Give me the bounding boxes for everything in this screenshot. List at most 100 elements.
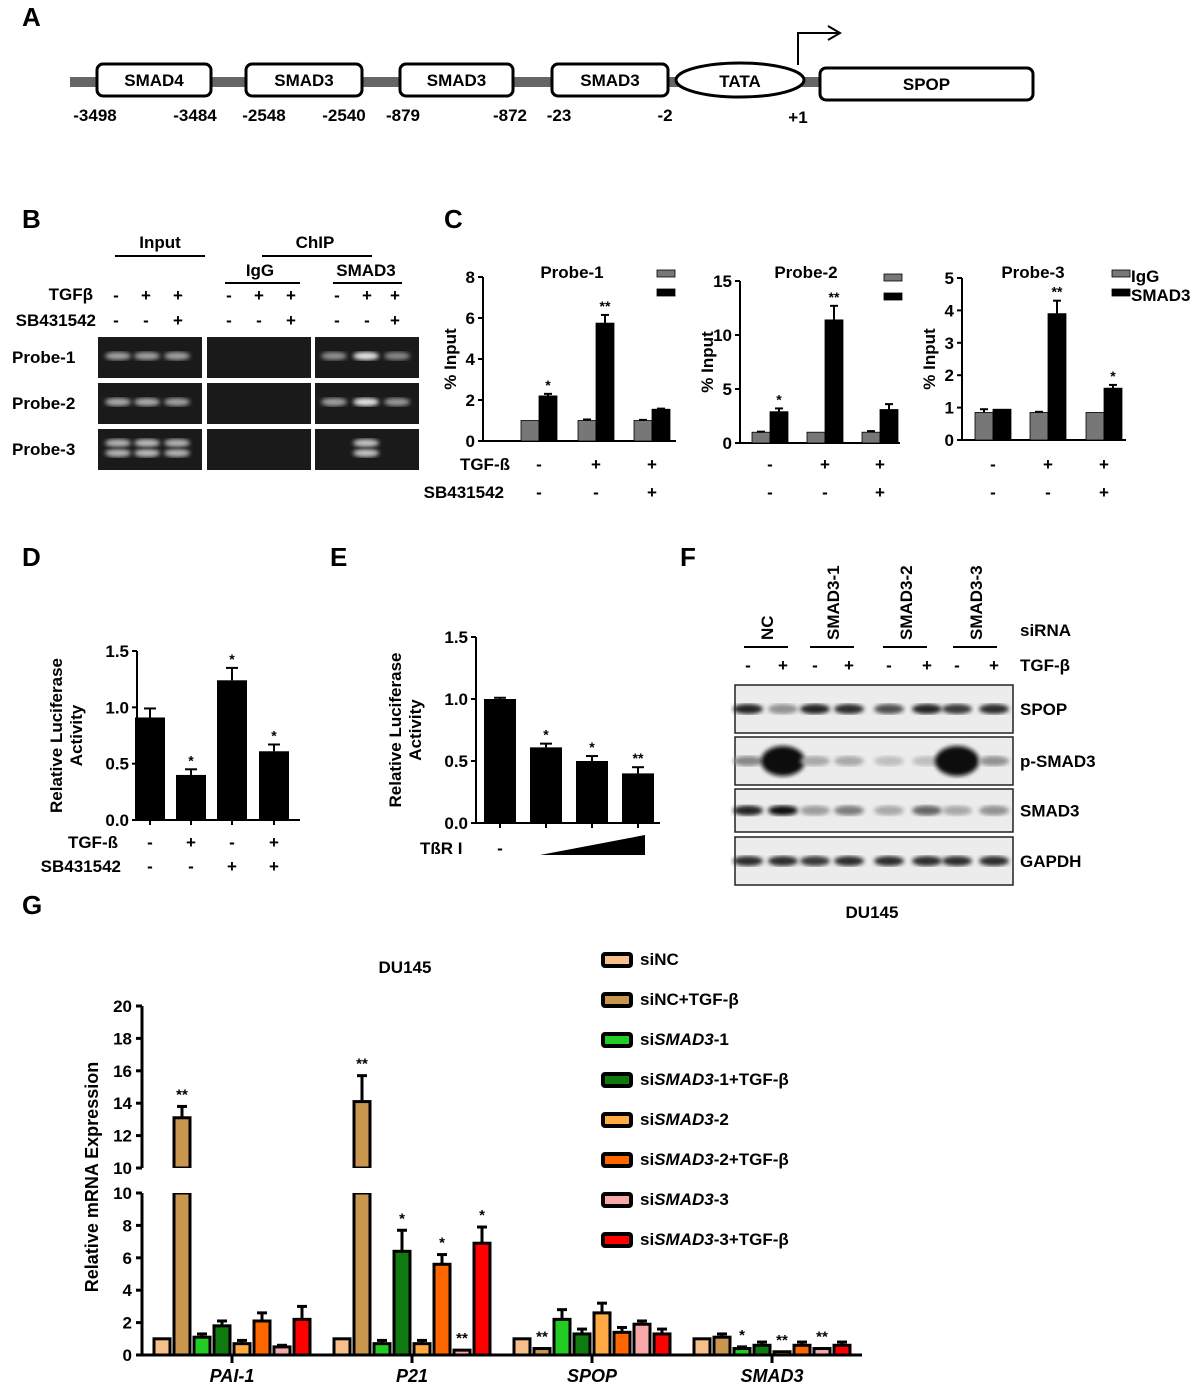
bar-smad3 <box>1047 313 1067 441</box>
blot-band <box>733 805 763 816</box>
y-tick-label: 4 <box>466 350 476 369</box>
y-tick-label: 5 <box>945 269 954 288</box>
bar <box>192 1335 212 1357</box>
blot-band <box>768 856 798 866</box>
blot-row-label: p-SMAD3 <box>1020 752 1096 771</box>
gel-band <box>134 439 160 447</box>
y-tick-label: 2 <box>123 1314 132 1333</box>
condition-sign: - <box>767 455 773 474</box>
gel-band <box>105 449 131 457</box>
blot-band <box>800 704 830 714</box>
legend-suffix: -2+TGF-β <box>714 1150 789 1169</box>
bar <box>212 1324 232 1357</box>
y-tick-label: 1.5 <box>105 642 129 661</box>
legend-prefix: si <box>640 1230 654 1249</box>
tgfb-sign: - <box>812 656 818 675</box>
tgfb-label: TGF-β <box>1020 656 1070 675</box>
axis-break-gap <box>352 1168 372 1193</box>
panel-label-f: F <box>680 542 696 572</box>
legend-swatch <box>601 1152 633 1168</box>
blot-row-label: SMAD3 <box>1020 802 1080 821</box>
condition-sign: - <box>229 833 235 852</box>
legend-label: siSMAD3-3+TGF-β <box>640 1230 789 1249</box>
condition-sign: + <box>1099 483 1109 502</box>
bar <box>259 751 289 820</box>
cell-line-label: DU145 <box>846 903 899 922</box>
chart-title: DU145 <box>379 958 432 977</box>
tata-box <box>674 61 806 99</box>
legend-gene: NC <box>654 950 679 969</box>
tgfb-row-label: TGF-ß <box>460 455 510 474</box>
bar <box>712 1335 732 1357</box>
sirna-group-label: SMAD3-1 <box>824 565 843 640</box>
gel-band <box>353 449 379 457</box>
gel-band <box>134 449 160 457</box>
position-label: -23 <box>547 106 572 125</box>
tgfb-row-label: TGFβ <box>49 285 93 304</box>
bar-upper-segment <box>352 1100 372 1170</box>
legend-prefix: si <box>640 950 654 969</box>
bar-igg <box>577 420 597 442</box>
gel-band <box>105 439 131 447</box>
chart-panel-e: 0.0 0.5 1.0 1.5 Relative Luciferase Activity *… <box>386 628 660 858</box>
condition-sign: + <box>269 857 279 876</box>
legend-label: siSMAD3-2+TGF-β <box>640 1150 789 1169</box>
legend-swatch <box>601 992 633 1008</box>
bar <box>692 1337 712 1357</box>
blot-band <box>733 704 763 714</box>
sb431542-row-label: SB431542 <box>424 483 504 502</box>
tgfb-sign: + <box>141 286 151 305</box>
y-tick-label: 5 <box>723 380 732 399</box>
y-tick-label: 0 <box>945 431 954 450</box>
y-tick-label: 15 <box>713 272 732 291</box>
bar <box>576 761 608 823</box>
significance-marker: ** <box>456 1330 468 1347</box>
element-smad3-box <box>550 62 670 98</box>
y-tick-label: 0.5 <box>105 755 129 774</box>
condition-sign: - <box>147 833 153 852</box>
condition-sign: - <box>1045 483 1051 502</box>
position-label: +1 <box>788 108 807 127</box>
tgfb-sign: - <box>334 286 340 305</box>
chip-label: ChIP <box>296 233 335 252</box>
blot-band <box>979 805 1009 816</box>
bar-lower-segment <box>352 1191 372 1357</box>
legend-prefix: si <box>640 1190 654 1209</box>
bar <box>622 773 654 823</box>
significance-marker: ** <box>633 750 644 766</box>
panel-label-a: A <box>22 2 41 32</box>
gel-band <box>164 398 190 406</box>
element-smad3-box <box>398 62 515 98</box>
y-tick-label: 12 <box>113 1127 132 1146</box>
blot-band <box>912 805 942 816</box>
legend-gene: SMAD3 <box>654 1030 714 1049</box>
bar-igg <box>633 420 653 442</box>
tgfb-sign: - <box>886 656 892 675</box>
legend-prefix: si <box>640 1150 654 1169</box>
legend-suffix: -3+TGF-β <box>714 1230 789 1249</box>
bar-smad3 <box>824 319 844 444</box>
condition-sign: - <box>593 483 599 502</box>
bar <box>332 1337 352 1357</box>
blot-band <box>935 746 979 776</box>
legend-suffix: -3 <box>714 1190 729 1209</box>
blot-band <box>979 756 1009 766</box>
blot-band <box>942 704 972 714</box>
bar-igg <box>806 431 826 444</box>
sb431542-sign: + <box>390 311 400 330</box>
legend-suffix: -1+TGF-β <box>714 1070 789 1089</box>
legend-swatch-smad3 <box>883 292 903 301</box>
blot-band <box>912 756 942 766</box>
gel-band <box>164 352 190 360</box>
gel-band <box>164 449 190 457</box>
bar <box>372 1342 392 1357</box>
condition-sign: + <box>269 833 279 852</box>
axis-break-gap <box>172 1168 192 1193</box>
y-tick-label: 10 <box>113 1184 132 1203</box>
tgfb-sign: + <box>989 656 999 675</box>
condition-sign: - <box>767 483 773 502</box>
probe-label: Probe-2 <box>12 394 75 413</box>
legend-prefix: si <box>640 990 654 1009</box>
condition-sign: - <box>147 857 153 876</box>
probe-label: Probe-1 <box>12 348 75 367</box>
